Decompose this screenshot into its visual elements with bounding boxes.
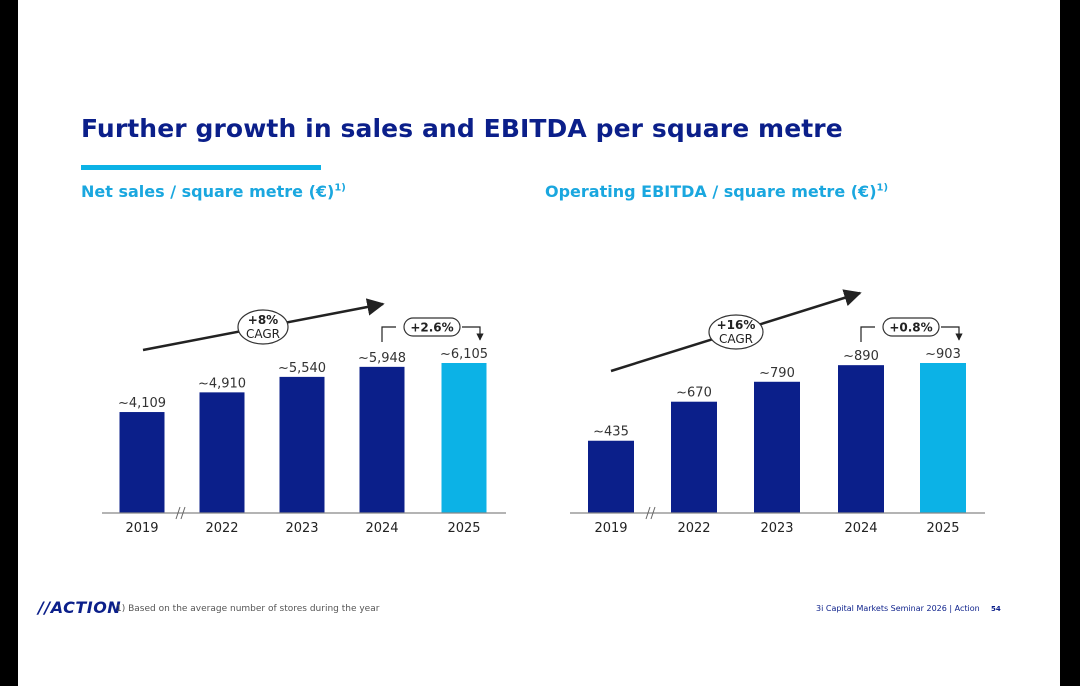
cagr-value: +16% — [717, 318, 756, 332]
bar-value-label: ~903 — [925, 347, 961, 362]
chart-title-text: Net sales / square metre (€) — [81, 182, 335, 201]
change-arrow — [941, 326, 963, 341]
bar — [119, 412, 165, 513]
change-bracket — [860, 326, 875, 342]
bar-value-label: ~670 — [676, 386, 712, 401]
bar — [920, 363, 966, 513]
bar-value-label: ~5,540 — [278, 361, 326, 376]
x-tick-label: 2024 — [844, 521, 877, 536]
bar — [199, 392, 245, 513]
chart-title-footnote-ref: 1) — [334, 182, 346, 194]
axis-break-mark — [180, 506, 186, 520]
change-arrow — [462, 326, 484, 341]
chart-title-net-sales: Net sales / square metre (€)1) — [81, 182, 346, 201]
bar — [754, 381, 800, 513]
x-tick-label: 2022 — [205, 521, 238, 536]
bar-value-label: ~4,910 — [198, 376, 246, 391]
x-tick-label: 2023 — [760, 521, 793, 536]
x-tick-label: 2023 — [285, 521, 318, 536]
cagr-bubble — [237, 309, 289, 345]
bar-value-label: ~890 — [843, 349, 879, 364]
bar-value-label: ~6,105 — [440, 347, 488, 362]
event-label: 3i Capital Markets Seminar 2026 | Action — [816, 604, 980, 613]
x-tick-label: 2022 — [677, 521, 710, 536]
action-logo: //ACTION — [38, 598, 122, 617]
x-tick-label: 2024 — [365, 521, 398, 536]
bar-value-label: ~4,109 — [118, 396, 166, 411]
change-bracket — [381, 326, 396, 342]
chart-title-footnote-ref: 1) — [876, 182, 889, 194]
chart-title-text: Operating EBITDA / square metre (€) — [545, 182, 877, 201]
page-title: Further growth in sales and EBITDA per s… — [81, 114, 843, 143]
bar — [838, 365, 884, 513]
change-value: +0.8% — [889, 321, 932, 335]
page-number: 54 — [991, 605, 1001, 613]
chart-title-ebitda: Operating EBITDA / square metre (€)1) — [545, 182, 888, 201]
axis-break-mark — [650, 506, 656, 520]
x-tick-label: 2025 — [447, 521, 480, 536]
x-tick-label: 2025 — [926, 521, 959, 536]
title-underline — [81, 165, 321, 170]
bar-value-label: ~435 — [593, 425, 629, 440]
change-pill — [882, 317, 940, 337]
bar-value-label: ~5,948 — [358, 351, 406, 366]
change-value: +2.6% — [410, 321, 453, 335]
cagr-label: CAGR — [719, 332, 753, 346]
bar-charts: ~4,109 2019 ~4,910 2022 ~5,540 2023 ~5,948 2024… — [102, 289, 985, 536]
bar — [359, 366, 405, 513]
bar — [279, 376, 325, 513]
axis-break-mark — [645, 506, 651, 520]
x-tick-label: 2019 — [594, 521, 627, 536]
bar — [441, 363, 487, 513]
footnote: 1) Based on the average number of stores… — [116, 604, 380, 614]
bar — [588, 440, 634, 513]
bar-value-label: ~790 — [759, 366, 795, 381]
cagr-value: +8% — [248, 313, 278, 327]
change-pill — [403, 317, 461, 337]
cagr-bubble — [708, 314, 764, 350]
slide: Further growth in sales and EBITDA per s… — [18, 0, 1060, 686]
axis-break-mark — [175, 506, 181, 520]
cagr-label: CAGR — [246, 327, 280, 341]
bar — [671, 401, 717, 513]
x-tick-label: 2019 — [125, 521, 158, 536]
